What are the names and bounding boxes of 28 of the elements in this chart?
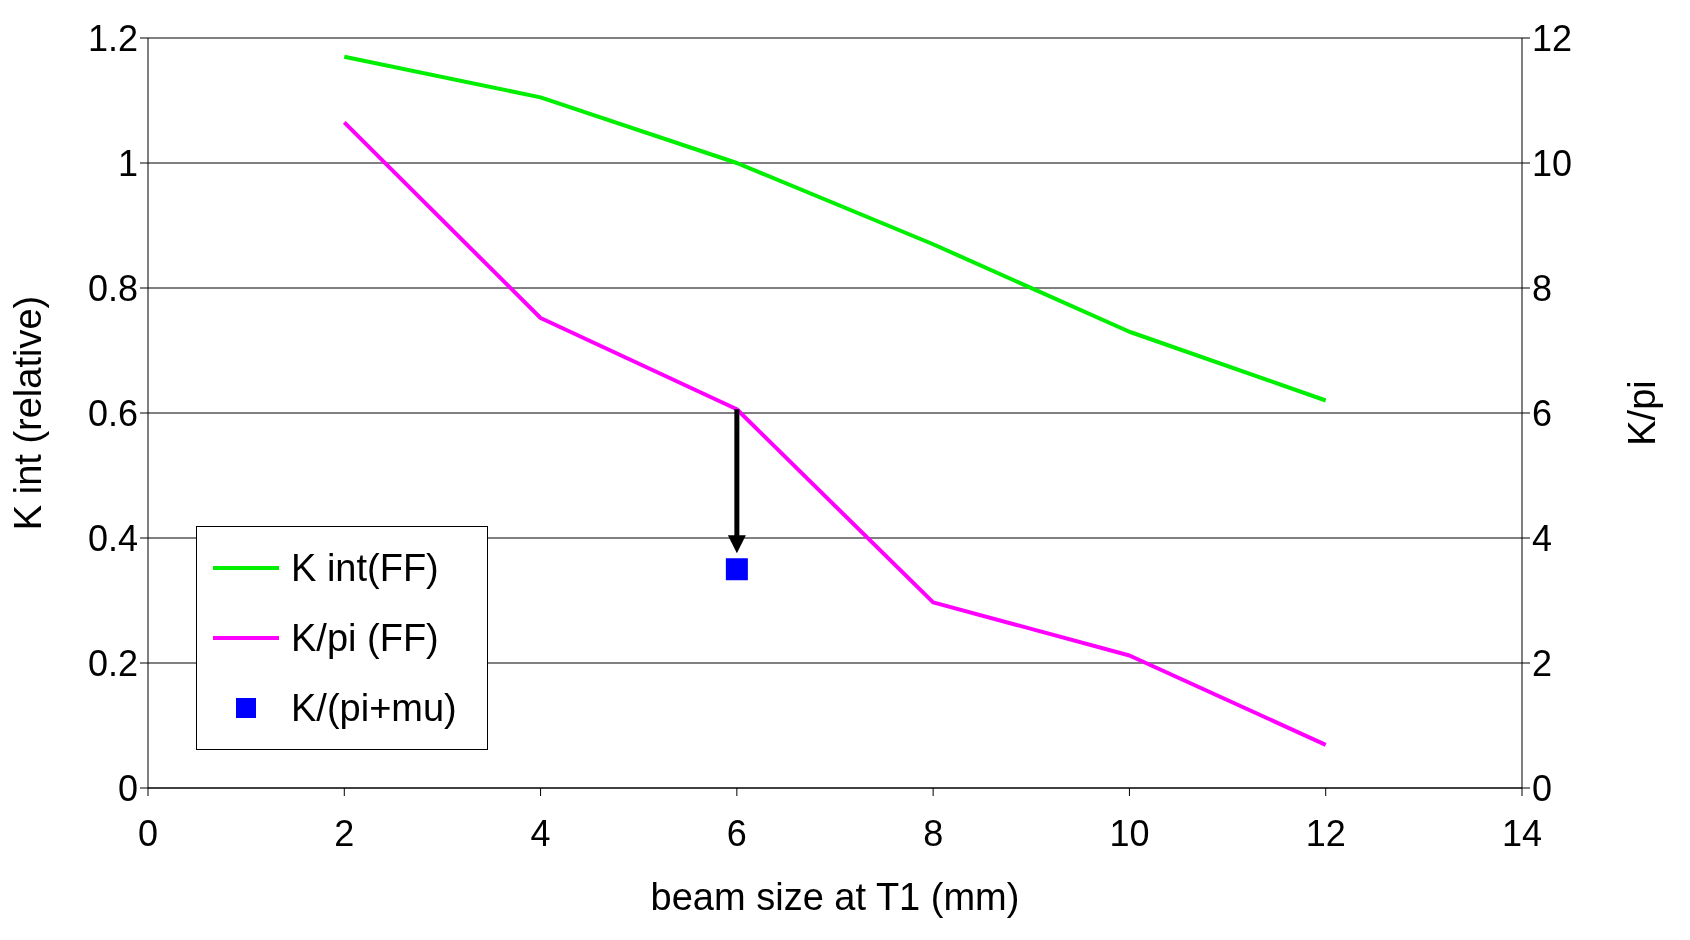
y2-tick-label: 8 — [1532, 267, 1553, 309]
y2-tick-label: 6 — [1532, 392, 1553, 434]
y2-tick-label: 0 — [1532, 767, 1553, 809]
y2-tick-label: 4 — [1532, 517, 1553, 559]
y-tick-label: 1 — [117, 142, 138, 184]
x-tick-label: 6 — [726, 812, 747, 854]
y2-axis-title: K/pi — [1621, 380, 1664, 446]
y-tick-label: 0 — [117, 767, 138, 809]
legend-label: K/pi (FF) — [291, 616, 439, 660]
y-tick-label: 1.2 — [87, 17, 138, 59]
x-tick-label: 4 — [530, 812, 551, 854]
y-tick-label: 0.8 — [87, 267, 138, 309]
line-series — [342, 54, 1328, 403]
y-axis-title: K int (relative) — [7, 295, 50, 531]
x-tick-label: 14 — [1501, 812, 1543, 854]
x-tick-label: 2 — [334, 812, 355, 854]
x-axis-title: beam size at T1 (mm) — [650, 876, 1020, 918]
y2-tick-label: 10 — [1532, 142, 1573, 184]
y2-tick-label: 12 — [1532, 17, 1573, 59]
legend-label: K/(pi+mu) — [291, 686, 457, 730]
y-tick-label: 0.6 — [87, 392, 138, 434]
x-tick-label: 12 — [1305, 812, 1346, 854]
y2-tick-label: 2 — [1532, 642, 1553, 684]
x-tick-label: 8 — [923, 812, 944, 854]
legend-label: K int(FF) — [291, 546, 439, 590]
y-tick-label: 0.4 — [87, 517, 138, 559]
y-tick-label: 0.2 — [87, 642, 138, 684]
x-tick-label: 10 — [1109, 812, 1150, 854]
